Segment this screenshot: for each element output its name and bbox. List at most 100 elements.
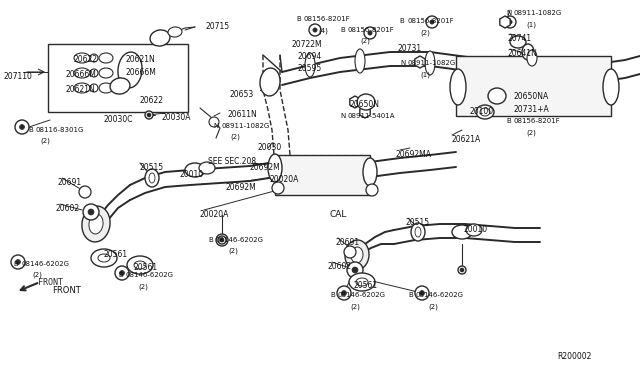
Ellipse shape [74, 83, 90, 93]
Ellipse shape [356, 278, 368, 286]
Circle shape [15, 120, 29, 134]
Circle shape [342, 291, 346, 295]
Circle shape [147, 113, 150, 116]
Text: B: B [118, 272, 123, 278]
Text: (2): (2) [360, 38, 370, 45]
Ellipse shape [74, 68, 90, 78]
Ellipse shape [89, 214, 103, 234]
Ellipse shape [510, 36, 526, 48]
Circle shape [344, 246, 356, 258]
Circle shape [337, 286, 351, 300]
Ellipse shape [199, 162, 215, 174]
Text: 08146-6202G: 08146-6202G [126, 272, 174, 278]
Circle shape [115, 266, 129, 280]
Ellipse shape [466, 224, 482, 236]
Ellipse shape [99, 68, 113, 78]
Bar [275, 155, 370, 195]
Text: 20622: 20622 [74, 55, 98, 64]
Ellipse shape [149, 173, 155, 183]
Text: (2): (2) [350, 303, 360, 310]
Text: FRONT: FRONT [52, 286, 81, 295]
Circle shape [508, 20, 512, 24]
Text: 20694: 20694 [298, 52, 323, 61]
Text: R200002: R200002 [557, 352, 591, 361]
Text: 20653: 20653 [230, 90, 254, 99]
Bar [48, 44, 188, 112]
Text: 20030C: 20030C [104, 115, 134, 124]
Ellipse shape [522, 44, 534, 60]
Ellipse shape [99, 83, 113, 93]
Circle shape [79, 186, 91, 198]
Ellipse shape [452, 225, 472, 239]
Circle shape [220, 238, 224, 242]
Circle shape [366, 184, 378, 196]
Text: 20692M: 20692M [226, 183, 257, 192]
Text: 20691: 20691 [336, 238, 360, 247]
Ellipse shape [127, 256, 153, 274]
Text: (2): (2) [138, 283, 148, 289]
Text: 08911-5401A: 08911-5401A [348, 113, 396, 119]
Ellipse shape [450, 69, 466, 105]
Circle shape [83, 204, 99, 220]
Text: (2): (2) [428, 303, 438, 310]
Text: B: B [506, 118, 511, 124]
Circle shape [420, 291, 424, 295]
Text: B: B [408, 292, 413, 298]
Circle shape [272, 182, 284, 194]
Text: 08146-6202G: 08146-6202G [21, 261, 69, 267]
Ellipse shape [91, 249, 117, 267]
Text: 20020A: 20020A [200, 210, 229, 219]
Text: 08146-6202G: 08146-6202G [338, 292, 386, 298]
Text: 20595: 20595 [297, 64, 321, 73]
Text: (2): (2) [230, 134, 240, 141]
Text: 20741: 20741 [508, 34, 532, 43]
Ellipse shape [150, 30, 170, 46]
Ellipse shape [351, 247, 363, 263]
Ellipse shape [268, 154, 282, 182]
Ellipse shape [82, 206, 110, 242]
Text: N: N [506, 10, 511, 16]
Text: 20561: 20561 [354, 281, 378, 290]
Text: B: B [208, 237, 212, 243]
Circle shape [20, 125, 24, 129]
Text: 20611N: 20611N [228, 110, 258, 119]
Circle shape [88, 209, 94, 215]
Circle shape [120, 270, 124, 275]
Circle shape [368, 31, 372, 35]
Text: 20030: 20030 [258, 143, 282, 152]
Text: 20691: 20691 [58, 178, 82, 187]
Ellipse shape [363, 158, 377, 186]
Text: SEE SEC.208: SEE SEC.208 [208, 157, 256, 166]
Ellipse shape [305, 53, 315, 77]
Circle shape [364, 27, 376, 39]
Text: 20030A: 20030A [162, 113, 191, 122]
Circle shape [90, 84, 98, 92]
Text: B: B [28, 127, 33, 133]
Text: (4): (4) [318, 27, 328, 33]
Circle shape [209, 117, 219, 127]
Text: 20650N: 20650N [350, 100, 380, 109]
Ellipse shape [355, 49, 365, 73]
Circle shape [309, 24, 321, 36]
Text: 20515: 20515 [140, 163, 164, 172]
Circle shape [90, 54, 98, 62]
Text: 20722M: 20722M [291, 40, 322, 49]
Ellipse shape [488, 88, 506, 104]
Circle shape [90, 69, 98, 77]
Ellipse shape [349, 273, 375, 291]
Circle shape [216, 234, 228, 246]
Ellipse shape [480, 108, 490, 116]
Text: (2): (2) [526, 129, 536, 135]
Text: 20621N: 20621N [66, 85, 96, 94]
Text: B: B [330, 292, 335, 298]
Circle shape [218, 236, 226, 244]
Ellipse shape [476, 105, 494, 119]
Ellipse shape [603, 69, 619, 105]
Bar [456, 56, 611, 116]
Text: 20621A: 20621A [452, 135, 481, 144]
Text: 08911-1082G: 08911-1082G [514, 10, 563, 16]
Text: (1): (1) [526, 21, 536, 28]
Circle shape [460, 269, 463, 272]
Ellipse shape [345, 240, 369, 270]
Text: 20622: 20622 [140, 96, 164, 105]
